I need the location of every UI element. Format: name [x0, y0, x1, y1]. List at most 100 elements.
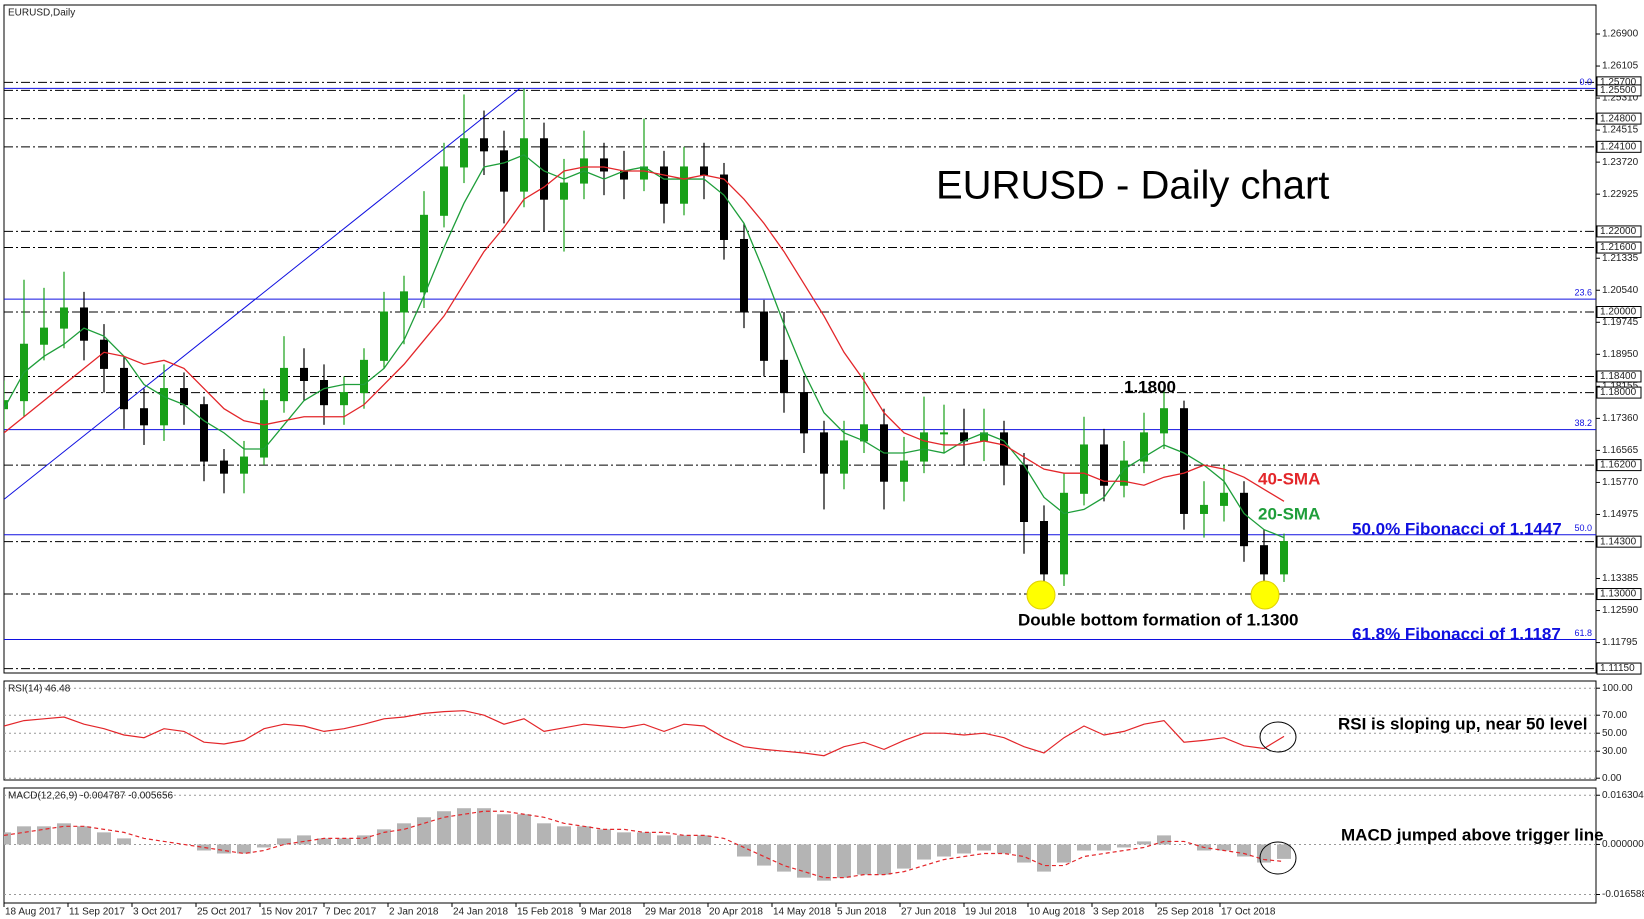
macd-bar	[877, 844, 891, 875]
macd-bar	[277, 838, 291, 845]
candle-body	[320, 379, 328, 406]
macd-bar	[737, 844, 751, 857]
y-tick-label: -0.016588	[1602, 889, 1644, 900]
macd-bar	[337, 838, 351, 845]
x-tick-label: 25 Sep 2018	[1157, 907, 1214, 918]
macd-bar	[1157, 835, 1171, 845]
candle-body	[1080, 444, 1088, 494]
candle-body	[360, 359, 368, 394]
macd-bar	[237, 844, 251, 854]
x-tick-label: 20 Apr 2018	[709, 907, 763, 918]
macd-bar	[1097, 844, 1111, 851]
macd-bar	[817, 844, 831, 881]
macd-bar	[1137, 841, 1151, 845]
macd-bar	[1237, 844, 1251, 857]
macd-bar	[1277, 844, 1291, 859]
macd-bar	[677, 835, 691, 845]
bottom-marker	[1250, 580, 1280, 610]
candle-body	[700, 166, 708, 176]
candle-body	[1180, 408, 1188, 514]
level-label: 1.11150	[1600, 663, 1635, 674]
x-tick-label: 24 Jan 2018	[453, 907, 508, 918]
level-box	[1596, 241, 1642, 254]
macd-circle	[1259, 841, 1297, 875]
macd-bar	[17, 826, 31, 845]
candle-body	[1040, 521, 1048, 575]
y-tick-label: 70.00	[1602, 710, 1627, 721]
macd-bar	[497, 814, 511, 845]
x-tick-label: 3 Sep 2018	[1093, 907, 1145, 918]
candle-body	[1140, 432, 1148, 462]
level-box	[1596, 370, 1642, 383]
candle-body	[720, 174, 728, 240]
y-tick-label: 1.13385	[1602, 573, 1639, 584]
level-label: 1.24100	[1600, 141, 1637, 152]
candle-body	[1260, 545, 1268, 575]
fib-label: 38.2	[1574, 418, 1592, 428]
candle-body	[780, 359, 788, 394]
x-tick-label: 25 Oct 2017	[197, 907, 252, 918]
candle-body	[40, 327, 48, 345]
sma20-label: 20-SMA	[1258, 504, 1320, 523]
level-label: 1.18400	[1600, 371, 1637, 382]
candle-body	[740, 238, 748, 313]
y-tick-label: 1.24515	[1602, 125, 1639, 136]
macd-panel	[3, 787, 1597, 904]
candle-body	[1220, 492, 1228, 506]
macd-bar	[617, 832, 631, 845]
macd-bar	[4, 832, 11, 845]
macd-bar	[477, 808, 491, 845]
candle-body	[820, 432, 828, 474]
fib618-annotation: 61.8% Fibonacci of 1.1187	[1352, 624, 1561, 643]
macd-bar	[597, 829, 611, 845]
macd-bar	[57, 823, 71, 845]
candle-body	[220, 460, 228, 474]
candle-body	[680, 166, 688, 204]
candle-body	[860, 424, 868, 442]
macd-bar	[377, 829, 391, 845]
peak-annotation: 1.1800	[1124, 377, 1176, 396]
macd-bar	[437, 811, 451, 845]
x-tick-label: 3 Oct 2017	[133, 907, 182, 918]
macd-bar	[637, 832, 651, 845]
level-box	[1596, 459, 1642, 472]
candle-body	[280, 367, 288, 402]
x-tick-label: 17 Oct 2018	[1221, 907, 1276, 918]
y-tick-label: 100.00	[1602, 683, 1633, 694]
y-tick-label: 1.14975	[1602, 509, 1639, 520]
candle-body	[240, 456, 248, 474]
candle-body	[1020, 464, 1028, 523]
candle-body	[1000, 432, 1008, 466]
macd-bar	[1117, 844, 1131, 848]
macd-bar	[957, 844, 971, 854]
candle-body	[760, 311, 768, 361]
candle-body	[500, 150, 508, 192]
panel-plot	[4, 687, 1596, 779]
macd-bar	[937, 844, 951, 857]
x-tick-label: 2 Jan 2018	[389, 907, 439, 918]
x-tick-label: 7 Dec 2017	[325, 907, 377, 918]
sma-line	[4, 154, 1285, 539]
symbol-label: EURUSD,Daily	[8, 8, 75, 19]
level-label: 1.16200	[1600, 460, 1637, 471]
y-tick-label: 50.00	[1602, 728, 1627, 739]
macd-bar	[257, 844, 271, 848]
level-box	[1596, 662, 1642, 675]
macd-bar	[1057, 844, 1071, 863]
candle-body	[1100, 444, 1108, 486]
level-box	[1596, 140, 1642, 153]
y-tick-label: 1.11795	[1602, 637, 1638, 648]
macd-bar	[97, 832, 111, 845]
y-tick-label: 0.000000	[1602, 839, 1644, 850]
rsi-line	[4, 710, 1285, 757]
macd-bar	[657, 835, 671, 845]
chart-title: EURUSD - Daily chart	[936, 164, 1329, 208]
macd-bar	[977, 844, 991, 851]
candle-body	[1200, 504, 1208, 514]
macd-bar	[1037, 844, 1051, 872]
rsi-circle	[1259, 721, 1297, 753]
candle-body	[160, 388, 168, 426]
candle-body	[380, 311, 388, 361]
level-label: 1.25500	[1600, 85, 1637, 96]
